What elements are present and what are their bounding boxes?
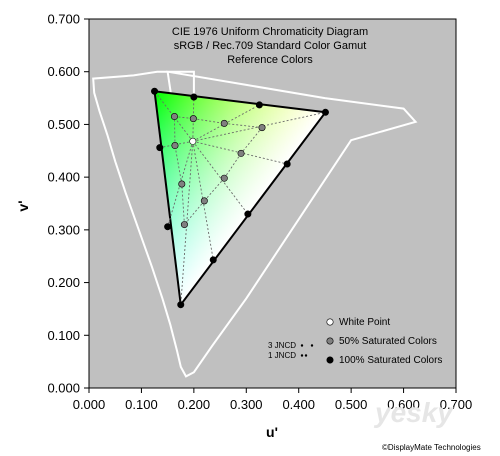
- x-tick-label-3: 0.300: [230, 397, 263, 412]
- saturated-50-point-7: [178, 180, 186, 188]
- ring-line-1: [193, 118, 225, 124]
- saturated-50-point-5: [237, 149, 245, 157]
- legend-label-white: White Point: [339, 317, 390, 328]
- x-tick-label-6: 0.600: [387, 397, 420, 412]
- legend-label-50: 50% Saturated Colors: [339, 336, 437, 347]
- ring-line-7: [181, 183, 185, 225]
- saturation-line-1: [192, 97, 195, 142]
- saturated-100-point-8: [164, 223, 172, 231]
- saturated-50-point-1: [189, 115, 197, 123]
- saturation-lines: [154, 90, 326, 305]
- saturated-50-point-9: [180, 221, 188, 229]
- jncd-1-right: [304, 354, 308, 357]
- saturated-100-point-1: [190, 93, 198, 101]
- legend-label-100: 100% Saturated Colors: [339, 355, 442, 366]
- jncd-scale: 3 JNCD 1 JNCD: [268, 341, 314, 360]
- data-points: [151, 87, 329, 309]
- y-tick-label-2: 0.200: [47, 275, 80, 290]
- saturated-50-point-2: [220, 119, 228, 127]
- x-tick-label-7: 0.700: [440, 397, 473, 412]
- y-tick-label-5: 0.500: [47, 117, 80, 132]
- y-tick-label-6: 0.600: [47, 64, 80, 79]
- saturated-100-point-6: [209, 256, 217, 264]
- ring-line-6: [184, 200, 205, 225]
- white-point-0: [189, 137, 197, 145]
- x-tick-label-4: 0.400: [282, 397, 315, 412]
- legend-marker-white: [326, 318, 334, 326]
- saturated-100-point-2: [255, 101, 263, 109]
- legend-marker-100: [326, 356, 334, 364]
- watermark: yesky 天极网 ©DisplayMate Technologies: [373, 397, 481, 452]
- y-tick-label-1: 0.100: [47, 328, 80, 343]
- gamut-outline: [153, 90, 328, 308]
- x-tick-label-0: 0.000: [73, 397, 106, 412]
- saturated-100-point-5: [244, 210, 252, 218]
- chart-title-line-2: sRGB / Rec.709 Standard Color Gamut: [174, 40, 367, 52]
- x-tick-label-1: 0.100: [125, 397, 158, 412]
- saturated-50-point-8: [200, 197, 208, 205]
- chart-title-line-1: CIE 1976 Uniform Chromaticity Diagram: [172, 26, 368, 38]
- x-axis: 0.000 0.100 0.200 0.300 0.400 0.500 0.600 0.700: [73, 388, 473, 412]
- watermark-chinese: 天极网: [400, 428, 439, 443]
- y-tick-label-4: 0.400: [47, 170, 80, 185]
- ring-line-8: [174, 145, 183, 185]
- ring-line-5: [204, 177, 225, 202]
- jncd-label-1: 1 JNCD: [268, 351, 296, 360]
- ring-line-3: [240, 127, 263, 154]
- saturation-line-0: [154, 90, 194, 142]
- y-tick-label-7: 0.700: [47, 12, 80, 27]
- x-tick-label-2: 0.200: [178, 397, 211, 412]
- saturated-100-point-4: [283, 160, 291, 168]
- y-axis: 0.000 0.100 0.200 0.300 0.400 0.500 0.600 0.700: [47, 12, 89, 396]
- saturated-50-point-3: [258, 124, 266, 132]
- legend-marker-50: [326, 337, 334, 345]
- spectral-locus: [92, 70, 418, 378]
- jncd-3-left: [300, 344, 304, 347]
- ring-line-9: [174, 116, 176, 146]
- ring-line-4: [223, 153, 242, 179]
- y-axis-title: v': [15, 200, 31, 211]
- plot-area: [88, 18, 457, 389]
- saturated-50-point-6: [220, 174, 228, 182]
- saturation-line-3: [192, 111, 326, 142]
- saturated-100-point-9: [156, 144, 164, 152]
- x-tick-label-5: 0.500: [335, 397, 368, 412]
- jncd-label-3: 3 JNCD: [268, 341, 296, 350]
- saturated-100-point-3: [321, 108, 329, 116]
- y-tick-label-3: 0.300: [47, 222, 80, 237]
- watermark-site: yesky: [373, 397, 454, 428]
- saturated-50-point-4: [171, 142, 179, 150]
- jncd-1-left: [300, 354, 304, 357]
- jncd-3-right: [310, 344, 314, 347]
- ring-line-0: [174, 116, 194, 120]
- legend: White Point 50% Saturated Colors 100% Sa…: [326, 317, 442, 366]
- saturated-100-point-7: [177, 301, 185, 309]
- x-axis-title: u': [266, 424, 278, 440]
- saturation-line-5: [192, 141, 249, 215]
- chart-title-line-3: Reference Colors: [227, 54, 313, 66]
- watermark-credit: ©DisplayMate Technologies: [382, 443, 481, 452]
- saturated-50-point-0: [170, 113, 178, 121]
- y-tick-label-0: 0.000: [47, 381, 80, 396]
- saturated-100-point-0: [151, 87, 159, 95]
